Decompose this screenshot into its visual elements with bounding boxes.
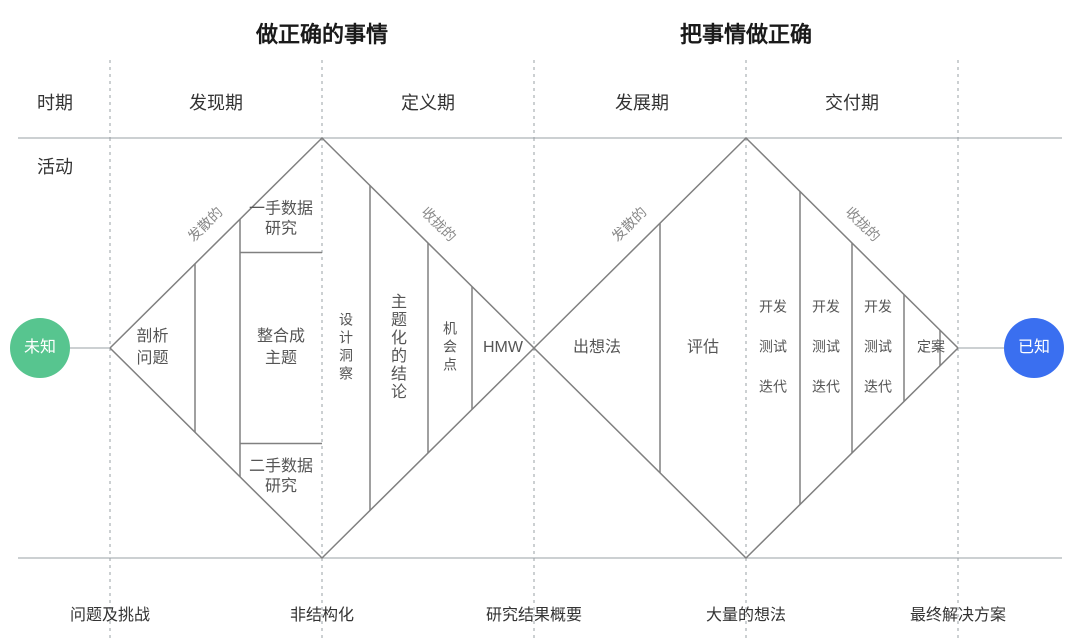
svg-text:设: 设 [339, 312, 353, 328]
svg-text:察: 察 [339, 366, 353, 382]
svg-text:计: 计 [339, 330, 353, 346]
svg-text:迭代: 迭代 [759, 379, 787, 395]
svg-text:交付期: 交付期 [825, 93, 879, 113]
svg-text:出想法: 出想法 [573, 338, 621, 356]
svg-text:化: 化 [391, 329, 407, 347]
svg-text:迭代: 迭代 [864, 379, 892, 395]
svg-text:主: 主 [391, 293, 407, 311]
svg-text:未知: 未知 [24, 338, 56, 356]
svg-text:做正确的事情: 做正确的事情 [255, 22, 388, 47]
svg-text:迭代: 迭代 [812, 379, 840, 395]
svg-text:非结构化: 非结构化 [290, 606, 354, 624]
svg-text:活动: 活动 [37, 157, 73, 177]
svg-text:会: 会 [443, 339, 457, 355]
svg-text:的: 的 [391, 347, 407, 365]
svg-text:已知: 已知 [1018, 338, 1050, 356]
svg-text:洞: 洞 [339, 348, 353, 364]
svg-text:论: 论 [391, 383, 407, 401]
svg-text:发现期: 发现期 [189, 93, 243, 113]
svg-text:二手数据: 二手数据 [249, 457, 313, 475]
svg-text:测试: 测试 [759, 339, 787, 355]
svg-text:机: 机 [443, 321, 457, 337]
svg-text:测试: 测试 [812, 339, 840, 355]
svg-text:题: 题 [391, 312, 407, 329]
svg-text:HMW: HMW [483, 339, 524, 356]
svg-text:定义期: 定义期 [401, 93, 455, 113]
svg-text:点: 点 [443, 357, 457, 373]
svg-text:最终解决方案: 最终解决方案 [910, 606, 1006, 624]
svg-text:整合成: 整合成 [257, 327, 305, 345]
svg-text:开发: 开发 [759, 299, 787, 315]
svg-text:开发: 开发 [812, 299, 840, 315]
svg-text:问题及挑战: 问题及挑战 [70, 606, 150, 624]
svg-text:大量的想法: 大量的想法 [706, 606, 786, 624]
svg-text:一手数据: 一手数据 [249, 199, 313, 217]
svg-text:评估: 评估 [687, 338, 719, 356]
svg-text:问题: 问题 [136, 349, 168, 367]
svg-text:剖析: 剖析 [136, 327, 168, 345]
svg-text:研究结果概要: 研究结果概要 [486, 606, 582, 624]
double-diamond-diagram: 做正确的事情把事情做正确时期活动发现期定义期发展期交付期发散的收拢的剖析问题一手… [0, 0, 1080, 644]
svg-text:开发: 开发 [864, 299, 892, 315]
svg-text:研究: 研究 [265, 477, 297, 495]
svg-text:发展期: 发展期 [615, 93, 669, 113]
svg-text:主题: 主题 [265, 349, 297, 367]
svg-text:结: 结 [391, 365, 407, 383]
svg-text:测试: 测试 [864, 339, 892, 355]
svg-text:时期: 时期 [37, 93, 73, 113]
svg-text:把事情做正确: 把事情做正确 [680, 22, 812, 47]
svg-text:定案: 定案 [917, 339, 945, 355]
svg-text:研究: 研究 [265, 219, 297, 237]
